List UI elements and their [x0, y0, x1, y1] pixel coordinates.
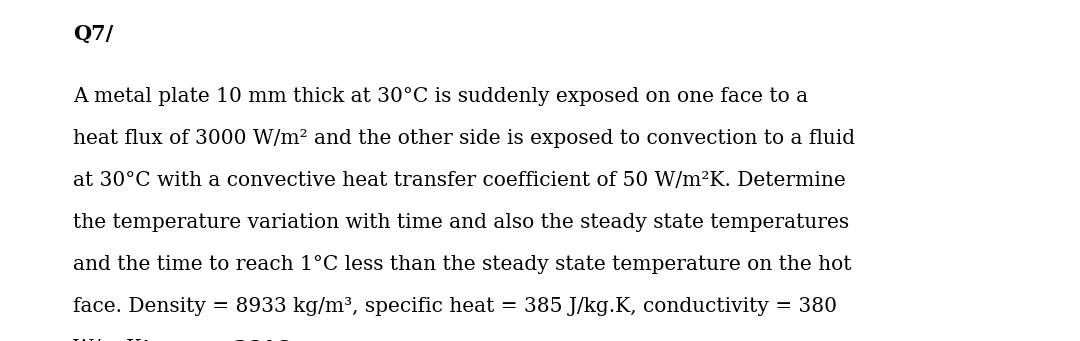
Text: W/m.K.: W/m.K. — [73, 339, 154, 341]
Text: the temperature variation with time and also the steady state temperatures: the temperature variation with time and … — [73, 213, 850, 232]
Text: Q7/: Q7/ — [73, 24, 113, 44]
Text: face. Density = 8933 kg/m³, specific heat = 385 J/kg.K, conductivity = 380: face. Density = 8933 kg/m³, specific hea… — [73, 297, 837, 316]
Text: Answer: 2816 s: Answer: 2816 s — [136, 339, 307, 341]
Text: A metal plate 10 mm thick at 30°C is suddenly exposed on one face to a: A metal plate 10 mm thick at 30°C is sud… — [73, 87, 809, 106]
Text: at 30°C with a convective heat transfer coefficient of 50 W/m²K. Determine: at 30°C with a convective heat transfer … — [73, 171, 847, 190]
Text: heat flux of 3000 W/m² and the other side is exposed to convection to a fluid: heat flux of 3000 W/m² and the other sid… — [73, 129, 855, 148]
Text: and the time to reach 1°C less than the steady state temperature on the hot: and the time to reach 1°C less than the … — [73, 255, 852, 274]
